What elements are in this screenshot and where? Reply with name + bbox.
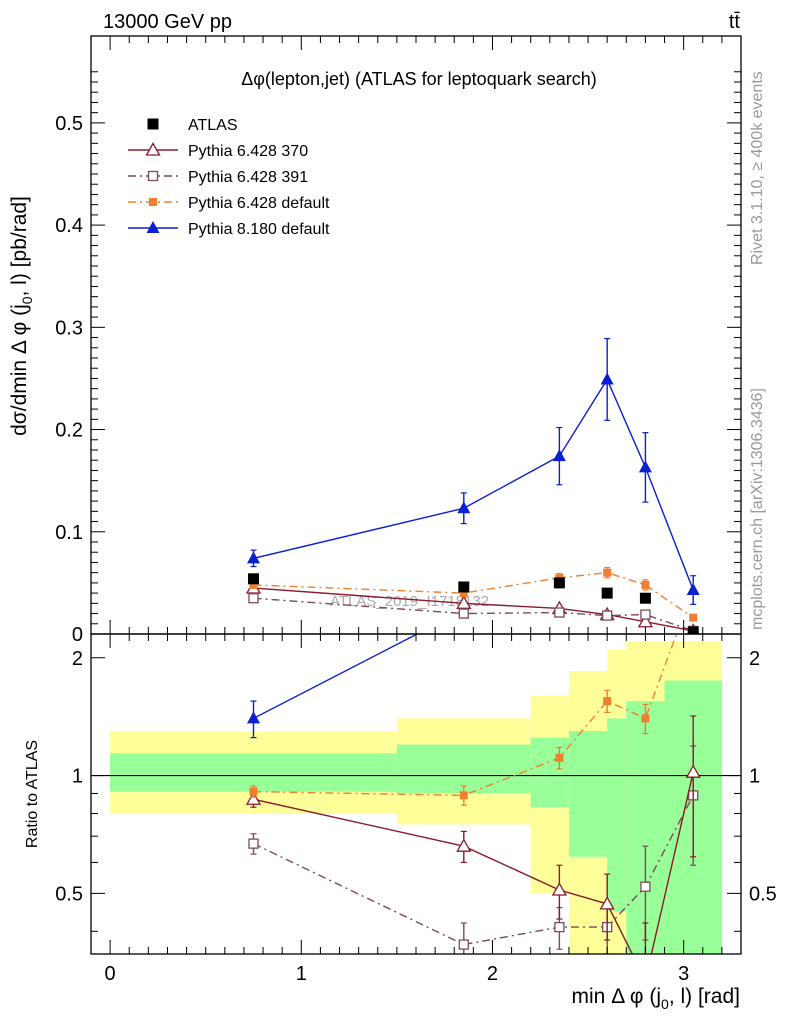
main-p6def-point (603, 568, 612, 577)
ratio-y-tick-label: 1 (72, 766, 83, 788)
ratio-p6def-line (253, 634, 678, 797)
main-p8-point (552, 449, 566, 462)
ratio-band-inner (607, 718, 627, 912)
ratio-y-tick-label-right: 1 (749, 766, 760, 788)
y-axis-label-ratio: Ratio to ATLAS (24, 740, 41, 848)
legend-marker-atlas (147, 118, 159, 130)
ratio-p370-point (599, 896, 615, 910)
main-atlas-point (639, 592, 651, 604)
x-axis-label: min Δ φ (j0, l) [rad] (572, 985, 740, 1012)
ratio-p370-point (639, 974, 652, 986)
main-p8-line (253, 377, 694, 591)
ratio-p6def-point (249, 787, 258, 796)
ratio-y-tick-label: 2 (72, 648, 83, 670)
ratio-p6def-point (603, 697, 612, 706)
header-left: 13000 GeV pp (103, 11, 232, 33)
header-right: tt̄ (729, 11, 741, 33)
ratio-p370-point (551, 882, 567, 896)
ratio-p8-point (601, 458, 614, 470)
legend-label-p391: Pythia 6.428 391 (188, 169, 308, 186)
main-p391-point (640, 609, 651, 620)
main-p8-point (638, 460, 652, 473)
ratio-uncertainty-bands (91, 641, 741, 954)
ratio-p391-line (253, 795, 694, 946)
main-p8-point (457, 501, 471, 514)
ratio-p391-point (248, 838, 259, 849)
main-atlas-point (687, 626, 699, 634)
main-atlas-point (601, 587, 613, 599)
main-p370-line (253, 587, 694, 632)
legend-label-p8: Pythia 8.180 default (188, 221, 330, 238)
watermark: ATLAS_2019_I1718132 (330, 593, 489, 610)
ratio-p8-point (687, 251, 700, 263)
main-p6def-point (249, 580, 258, 589)
main-p370-point (456, 595, 472, 609)
main-p6def-point (689, 613, 698, 622)
ratio-p370-point (456, 838, 472, 852)
legend-marker-p6def (149, 198, 157, 206)
ratio-p391-point (640, 881, 651, 892)
x-tick-label: 2 (487, 963, 498, 985)
legend: ATLAS Pythia 6.428 370 Pythia 6.428 391 Pyt… (128, 117, 330, 238)
main-p8-point (686, 583, 700, 596)
ratio-y-tick-label: 0.5 (55, 883, 83, 905)
main-atlas-point (458, 581, 470, 593)
ratio-plot-data (245, 251, 701, 986)
main-atlas-point (248, 573, 259, 585)
ratio-p391-point (458, 939, 469, 950)
main-p8-point (247, 551, 260, 564)
ratio-y-tick-label-right: 0.5 (749, 883, 777, 905)
legend-label-p6def: Pythia 6.428 default (188, 195, 330, 212)
legend-marker-p370 (145, 142, 161, 156)
ratio-p370-line (253, 772, 694, 954)
y-axis-label-main: dσ/dmin Δ φ (j0, l) [pb/rad] (8, 196, 35, 436)
legend-label-p370: Pythia 6.428 370 (188, 143, 308, 160)
ratio-p8-point (247, 711, 260, 724)
main-p6def-point (459, 589, 468, 598)
main-p370-point (637, 613, 654, 628)
ratio-p8-point (639, 506, 652, 518)
legend-label-atlas: ATLAS (188, 117, 238, 134)
main-p6def-line (253, 571, 694, 619)
main-p391-point (554, 607, 565, 618)
x-tick-label: 3 (678, 963, 689, 985)
main-plot-data (245, 337, 700, 634)
ratio-band-inner (530, 737, 569, 808)
x-tick-label: 0 (105, 963, 116, 985)
ratio-p6def-point (459, 791, 468, 800)
axes: 0 0.1 0.2 0.3 0.4 0.5 0 1 2 3 0.5 0.5 1 1 2 2 (55, 35, 777, 985)
main-y-tick-label: 0.4 (55, 215, 83, 237)
main-p8-point (600, 372, 614, 385)
ratio-p6def-point (641, 714, 650, 723)
ratio-p370-point (685, 764, 701, 778)
main-p391-line (253, 597, 694, 632)
rivet-label: Rivet 3.1.10, ≥ 400k events (749, 71, 766, 265)
main-p391-point (248, 593, 259, 604)
main-p391-point (458, 608, 469, 619)
main-y-tick-label: 0.1 (55, 522, 83, 544)
main-y-tick-label: 0.2 (55, 420, 83, 442)
ratio-band-inner (110, 753, 397, 792)
mcplots-label: mcplots.cern.ch [arXiv:1306.3436] (749, 388, 766, 630)
main-y-tick-label: 0.5 (55, 113, 83, 135)
ratio-p8-point (553, 556, 566, 568)
ratio-p6def-point (555, 753, 564, 762)
main-p6def-point (641, 580, 650, 589)
ratio-p370-point (245, 791, 262, 805)
legend-marker-p391 (147, 170, 159, 182)
legend-marker-p8 (146, 221, 160, 233)
ratio-p391-point (554, 921, 565, 933)
main-y-tick-label: 0 (72, 624, 83, 646)
ratio-y-tick-label-right: 2 (749, 648, 760, 670)
main-title: Δφ(lepton,jet) (ATLAS for leptoquark sea… (241, 69, 597, 89)
main-atlas-point (553, 577, 565, 589)
ratio-band-inner (396, 744, 531, 794)
main-p391-point (602, 610, 613, 621)
main-y-tick-label: 0.3 (55, 317, 83, 339)
x-tick-label: 1 (296, 963, 307, 985)
ratio-band-inner (568, 730, 608, 857)
